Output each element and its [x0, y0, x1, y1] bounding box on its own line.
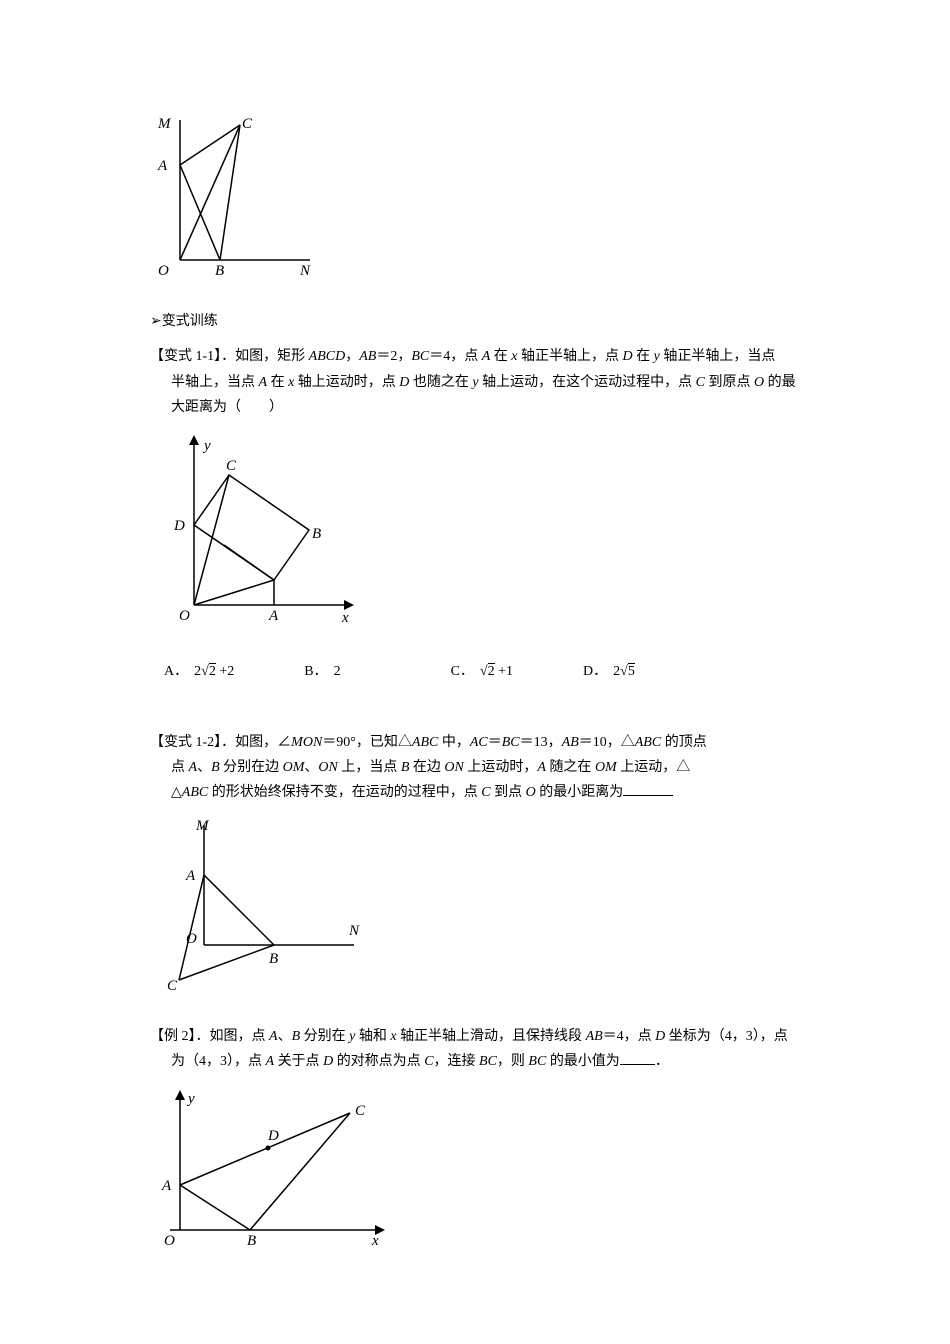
svg-text:O: O — [164, 1233, 175, 1245]
figure-1-1: y C D B O A x — [150, 430, 800, 639]
problem-tag: 【例 2】 — [150, 1029, 196, 1044]
fill-blank — [620, 1050, 655, 1065]
svg-text:x: x — [371, 1233, 379, 1245]
svg-text:y: y — [186, 1091, 195, 1107]
fill-blank — [623, 781, 673, 796]
svg-text:y: y — [202, 438, 211, 454]
svg-text:C: C — [355, 1103, 366, 1119]
figure-1: M C A O B N — [150, 110, 800, 289]
problem-tag: 【变式 1-2】 — [150, 735, 221, 750]
section-heading: ➢变式训练 — [150, 309, 800, 334]
label-N: N — [299, 263, 311, 279]
problem-ex2: 【例 2】．如图，点 A、B 分别在 y 轴和 x 轴正半轴上滑动，且保持线段 … — [150, 1024, 800, 1254]
svg-text:B: B — [312, 526, 321, 542]
option-A: A． 2√2 +2 — [164, 659, 234, 684]
svg-text:B: B — [269, 951, 278, 967]
section-title: 变式训练 — [162, 314, 218, 329]
svg-text:D: D — [173, 518, 185, 534]
figure-1-2: M A O B N C — [150, 815, 800, 1004]
figure-ex2: y C D A O B x — [150, 1085, 800, 1254]
svg-text:B: B — [247, 1233, 256, 1245]
svg-text:N: N — [348, 923, 360, 939]
problem-1-1: 【变式 1-1】．如图，矩形 ABCD，AB＝2，BC＝4，点 A 在 x 轴正… — [150, 344, 800, 684]
label-O: O — [158, 263, 169, 279]
problem-tag: 【变式 1-1】 — [150, 349, 221, 364]
svg-text:A: A — [161, 1178, 172, 1194]
label-B: B — [215, 263, 224, 279]
svg-text:C: C — [226, 458, 237, 474]
options-row: A． 2√2 +2 B．2 C． √2 +1 D． 2√5 — [150, 659, 800, 684]
svg-text:A: A — [185, 868, 196, 884]
problem-1-2: 【变式 1-2】．如图，∠MON＝90°，已知△ABC 中，AC＝BC＝13，A… — [150, 730, 800, 1005]
svg-text:x: x — [341, 610, 349, 626]
label-C: C — [242, 116, 253, 132]
option-D: D． 2√5 — [583, 659, 635, 684]
svg-text:O: O — [186, 931, 197, 947]
label-A: A — [157, 158, 168, 174]
svg-text:C: C — [167, 978, 178, 994]
svg-text:M: M — [195, 818, 210, 834]
svg-text:O: O — [179, 608, 190, 624]
svg-text:A: A — [268, 608, 279, 624]
svg-text:D: D — [267, 1128, 279, 1144]
label-M: M — [157, 116, 172, 132]
option-B: B．2 — [304, 659, 340, 684]
option-C: C． √2 +1 — [451, 659, 513, 684]
arrow-icon: ➢ — [150, 314, 162, 329]
